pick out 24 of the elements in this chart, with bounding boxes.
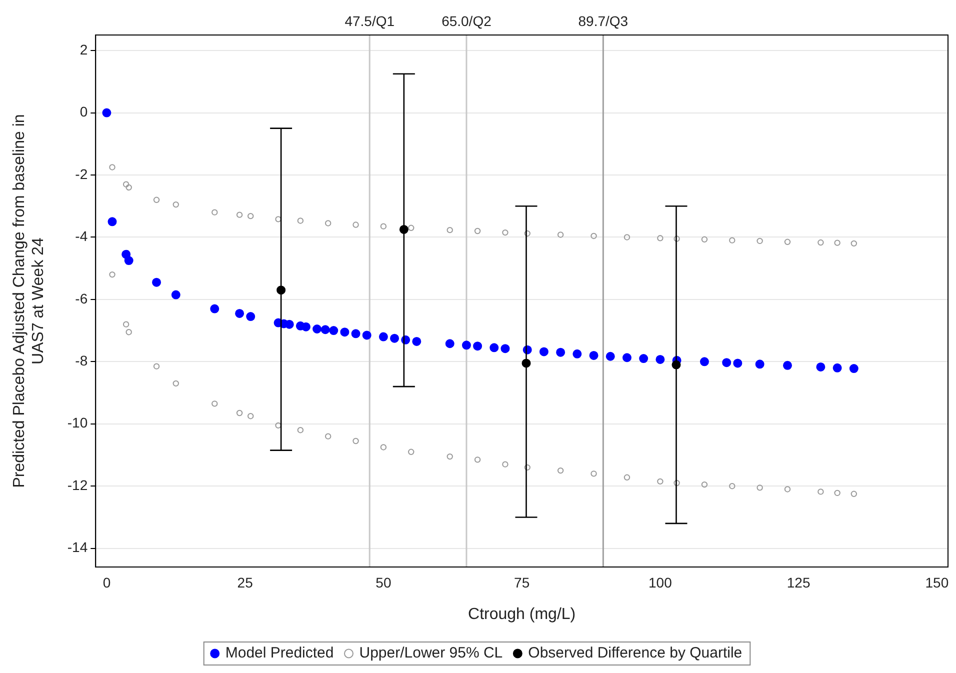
legend-label: Upper/Lower 95% CL (359, 644, 503, 662)
y-tick-label: -2 (75, 166, 88, 182)
x-tick-label: 100 (648, 574, 672, 590)
x-tick-label: 75 (514, 574, 530, 590)
x-tick-label: 150 (925, 574, 949, 590)
x-tick-label: 0 (102, 574, 111, 590)
x-tick-label: 125 (786, 574, 810, 590)
ref-line-label: 89.7/Q3 (578, 12, 628, 29)
legend-label: Observed Difference by Quartile (528, 644, 742, 662)
x-tick-label: 50 (376, 574, 392, 590)
x-axis-title: Ctrough (mg/L) (468, 606, 576, 623)
ref-line-label: 65.0/Q2 (442, 12, 492, 29)
x-tick-label: 25 (237, 574, 254, 590)
y-tick-label: -12 (67, 476, 88, 493)
legend-label: Model Predicted (225, 644, 334, 662)
y-tick-label: -14 (67, 539, 88, 556)
ref-line-label: 47.5/Q1 (344, 12, 395, 29)
y-axis-title: Predicted Placebo Adjusted Change from baseline in UAS7 at Week 24 (11, 114, 48, 488)
y-tick-label: -4 (75, 228, 88, 244)
y-tick-label: -8 (75, 352, 88, 369)
y-tick-label: 0 (80, 104, 88, 120)
y-tick-label: -10 (67, 414, 88, 431)
y-tick-label: 2 (80, 41, 88, 58)
y-tick-label: -6 (75, 290, 88, 306)
